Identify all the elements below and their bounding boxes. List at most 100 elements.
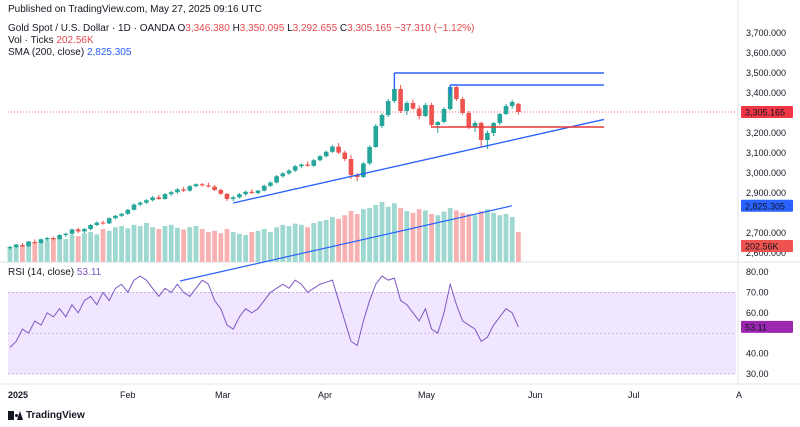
volume-bar [503, 214, 509, 262]
low-label: L [287, 23, 293, 34]
rsi-value: 53.11 [76, 267, 102, 278]
volume-bar [224, 229, 230, 262]
candle-body [516, 103, 521, 112]
candle-body [330, 146, 335, 152]
candle-body [416, 108, 422, 116]
price-tick-label: 3,500.000 [746, 68, 786, 78]
volume-bar [88, 232, 93, 262]
volume-bar [299, 224, 304, 262]
volume-bar [454, 210, 459, 262]
candle-body [168, 192, 174, 195]
volume-label[interactable]: Vol · Ticks [8, 35, 54, 46]
time-tick-label: Apr [318, 390, 332, 400]
price-tick-label: 2,900.000 [746, 188, 786, 198]
volume-bar [441, 211, 447, 262]
candle-body [299, 164, 304, 167]
tradingview-logo-icon [8, 411, 23, 420]
sma-legend: SMA (200, close) 2,825.305 [8, 47, 131, 58]
candle-body [100, 222, 106, 224]
candle-body [509, 102, 515, 106]
candle-body [323, 151, 329, 157]
candle-body [491, 123, 496, 133]
candle-body [317, 156, 323, 161]
candle-body [429, 105, 434, 125]
time-tick-label: 2025 [8, 390, 28, 400]
close-label: C [339, 23, 348, 34]
volume-bar [255, 230, 261, 262]
volume-bar [416, 209, 422, 262]
volume-bar [137, 226, 143, 262]
volume-bar [404, 211, 410, 262]
time-tick-label: Feb [120, 390, 136, 400]
candle-body [212, 186, 217, 190]
symbol-name[interactable]: Gold Spot / U.S. Dollar · 1D · OANDA [8, 23, 175, 34]
volume-bar [13, 244, 19, 262]
footer-brand: TradingView [26, 410, 85, 421]
rsi-badge-bg [741, 320, 793, 333]
volume-bar [206, 232, 211, 262]
candle-body [503, 106, 509, 114]
open-value: 3,346.380 [185, 23, 230, 34]
volume-bar [44, 240, 50, 262]
candle-body [354, 175, 360, 177]
time-tick-label: May [418, 390, 436, 400]
volume-bar [516, 232, 521, 262]
volume-bar [342, 215, 348, 262]
volume-bar [57, 236, 62, 262]
volume-bar [491, 212, 496, 262]
volume-bar [199, 229, 205, 262]
candle-body [361, 163, 366, 177]
rsi-tick-label: 70.00 [746, 287, 769, 297]
candle-body [460, 99, 465, 113]
rsi-label[interactable]: RSI (14, close) [8, 267, 75, 278]
volume-bar [317, 221, 323, 262]
volume-bar [379, 202, 385, 262]
volume-bar [268, 232, 273, 262]
candle-body [162, 194, 168, 199]
sma-value: 2,825.305 [86, 47, 132, 58]
volume-bar [305, 227, 310, 262]
candle-body [472, 123, 478, 127]
change-value: −37.310 (−1.12%) [394, 23, 475, 34]
rsi-legend: RSI (14, close) 53.11 [8, 267, 101, 278]
candle-body [230, 197, 236, 199]
price-tick-label: 3,000.000 [746, 168, 786, 178]
volume-bar [75, 236, 81, 262]
candle-body [280, 173, 286, 177]
candle-body [206, 185, 211, 187]
volume-bar [82, 233, 87, 262]
volume-bar [410, 212, 416, 262]
candle-body [404, 103, 410, 111]
volume-bar [168, 224, 174, 262]
volume-bar [131, 224, 137, 262]
volume-bar [478, 211, 484, 262]
rsi-tick-label: 40.00 [746, 349, 769, 359]
candle-body [435, 122, 441, 125]
candle-body [447, 87, 453, 109]
price-tick-label: 2,600.000 [746, 248, 786, 258]
rsi-badge: 53.11 [745, 322, 767, 332]
volume-bar [94, 234, 100, 262]
candle-body [119, 213, 124, 216]
candle-body [286, 170, 292, 174]
volume-bar [218, 233, 224, 262]
sma-badge: 2,825.305 [745, 201, 785, 211]
volume-bar [20, 245, 25, 262]
volume-bar [51, 238, 56, 262]
candle-body [94, 222, 100, 225]
volume-bar [447, 208, 453, 262]
candle-body [137, 202, 143, 205]
candle-body [311, 160, 317, 166]
candle-body [150, 197, 155, 201]
volume-bar [330, 217, 335, 262]
volume-bar [280, 224, 286, 262]
sma-label[interactable]: SMA (200, close) [8, 47, 85, 58]
volume-bar [100, 229, 106, 262]
volume-bar [311, 223, 317, 262]
rsi-tick-label: 80.00 [746, 267, 769, 277]
volume-badge-bg [741, 240, 793, 252]
volume-bar [472, 215, 478, 262]
candle-body [57, 235, 62, 239]
candle-body [187, 186, 193, 191]
